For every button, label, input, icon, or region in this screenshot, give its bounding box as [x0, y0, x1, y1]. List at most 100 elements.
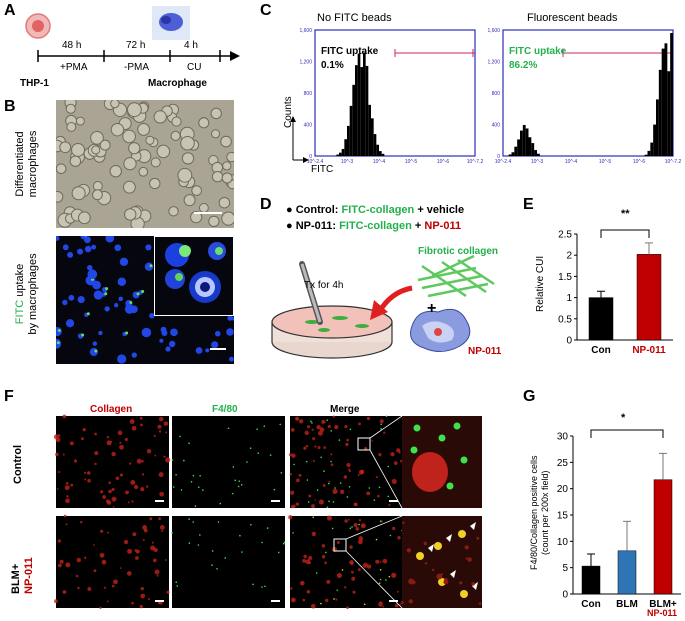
f480-dot	[413, 424, 421, 432]
collagen-speck	[295, 416, 300, 421]
collagen-speck	[291, 506, 294, 509]
collagen-speck	[393, 461, 398, 465]
nucleus-mark	[228, 356, 234, 362]
collagen-speck	[102, 495, 106, 499]
collagen-speck	[366, 416, 371, 421]
collagen-speck	[149, 517, 153, 521]
cell-mark	[66, 122, 77, 132]
collagen-speck	[142, 525, 148, 530]
histogram-bin	[531, 143, 535, 156]
collagen-speck	[147, 597, 150, 601]
panel-label-f: F	[4, 388, 14, 405]
histogram-frame	[314, 29, 476, 157]
step-treatment-1: +PMA	[60, 62, 88, 73]
scale-bar	[210, 348, 226, 350]
collagen-speck	[349, 545, 353, 549]
e-ylabel: Relative CUI	[535, 255, 546, 312]
f480-speck	[239, 534, 241, 537]
g-ylabel: F4/80/Collagen positive cells (count per …	[529, 455, 551, 570]
brightfield-image	[56, 100, 234, 228]
nucleus-mark	[67, 251, 74, 258]
collagen-speck	[163, 421, 169, 426]
collagen-speck	[321, 554, 326, 559]
scale-bar	[155, 600, 164, 602]
collagen-speck	[64, 485, 70, 491]
cell-mark	[181, 152, 195, 165]
panel-g-chart: 0 5 10 15 20 25 30 Con BLM BLM+ F4/80/Collagen po…	[525, 388, 685, 621]
collagen-speck	[443, 579, 449, 585]
f480-speck	[323, 470, 325, 472]
np011-prefix: NP-011:	[295, 220, 340, 232]
collagen-speck	[379, 561, 382, 564]
collagen-speck	[100, 490, 104, 494]
histogram-bin	[352, 84, 355, 156]
histogram-bin	[522, 125, 526, 156]
histogram-bin	[357, 53, 361, 156]
collagen-speck	[346, 606, 349, 610]
collagen-speck	[119, 441, 122, 444]
y-tick-label: 25	[557, 458, 569, 469]
g-ylabel-line2: (count per 200x field)	[540, 470, 550, 555]
nucleus-mark	[56, 236, 60, 241]
f480-speck	[315, 572, 318, 574]
fitc-mark	[81, 333, 85, 337]
histogram-bin	[371, 118, 374, 156]
collagen-speck	[355, 527, 360, 531]
f480-speck	[387, 465, 390, 468]
collagen-speck	[305, 559, 311, 565]
histogram-bin	[341, 148, 345, 156]
histogram-bin	[658, 69, 662, 156]
colocalized-dot	[434, 542, 442, 550]
nucleus-mark	[205, 348, 210, 353]
collagen-speck	[400, 600, 404, 605]
scale-bar	[194, 212, 222, 214]
collagen-speck	[145, 485, 149, 488]
y-tick-label: 2	[566, 251, 572, 262]
histogram-bin	[368, 104, 371, 156]
collagen-speck	[110, 440, 113, 443]
f480-speck	[375, 538, 378, 541]
np011-drug: NP-011	[424, 220, 462, 232]
panel-e-chart: 0 0.5 1 1.5 2 2.5 Con NP-011 Relative CUI **	[525, 196, 685, 386]
f480-dot	[453, 422, 461, 430]
y-tick-label: 1,200	[299, 60, 312, 66]
collagen-speck	[161, 530, 164, 532]
collagen-speck	[344, 519, 348, 523]
collagen-speck	[358, 469, 364, 475]
collagen-speck	[115, 476, 120, 481]
collagen-speck	[135, 549, 140, 554]
collagen-speck	[106, 531, 109, 534]
cell-mark	[110, 100, 120, 109]
f480-speck	[188, 442, 190, 444]
collagen-speck	[406, 548, 412, 553]
histogram-bin	[344, 139, 347, 156]
collagen-speck	[66, 495, 69, 498]
f480-speck	[385, 415, 388, 417]
fluorescence-image	[56, 416, 169, 508]
fibrotic-collagen-icon	[417, 254, 495, 298]
scale-bar	[155, 500, 164, 502]
y-arrow-head	[290, 116, 296, 122]
thp1-label: THP-1	[20, 78, 49, 89]
collagen-speck	[305, 444, 309, 448]
collagen-speck	[321, 544, 326, 548]
f480-speck	[339, 482, 342, 484]
x-tick-label: 10^-7.2	[665, 159, 682, 165]
gate-value-1: 0.1%	[321, 60, 344, 71]
collagen-speck	[310, 603, 316, 609]
collagen-speck	[108, 489, 112, 494]
collagen-speck	[471, 581, 475, 586]
zoom-line	[345, 550, 403, 609]
collagen-speck	[69, 441, 74, 446]
cell-mark	[156, 144, 171, 159]
collagen-speck	[84, 556, 87, 559]
collagen-speck	[86, 471, 91, 475]
collagen-speck	[113, 579, 118, 585]
f480-speck	[224, 557, 227, 559]
f480-speck	[349, 428, 352, 431]
collagen-speck	[302, 598, 306, 602]
collagen-speck	[350, 561, 354, 565]
collagen-speck	[288, 515, 293, 520]
nucleus-mark	[145, 244, 152, 251]
colocalized-dot	[438, 578, 446, 586]
